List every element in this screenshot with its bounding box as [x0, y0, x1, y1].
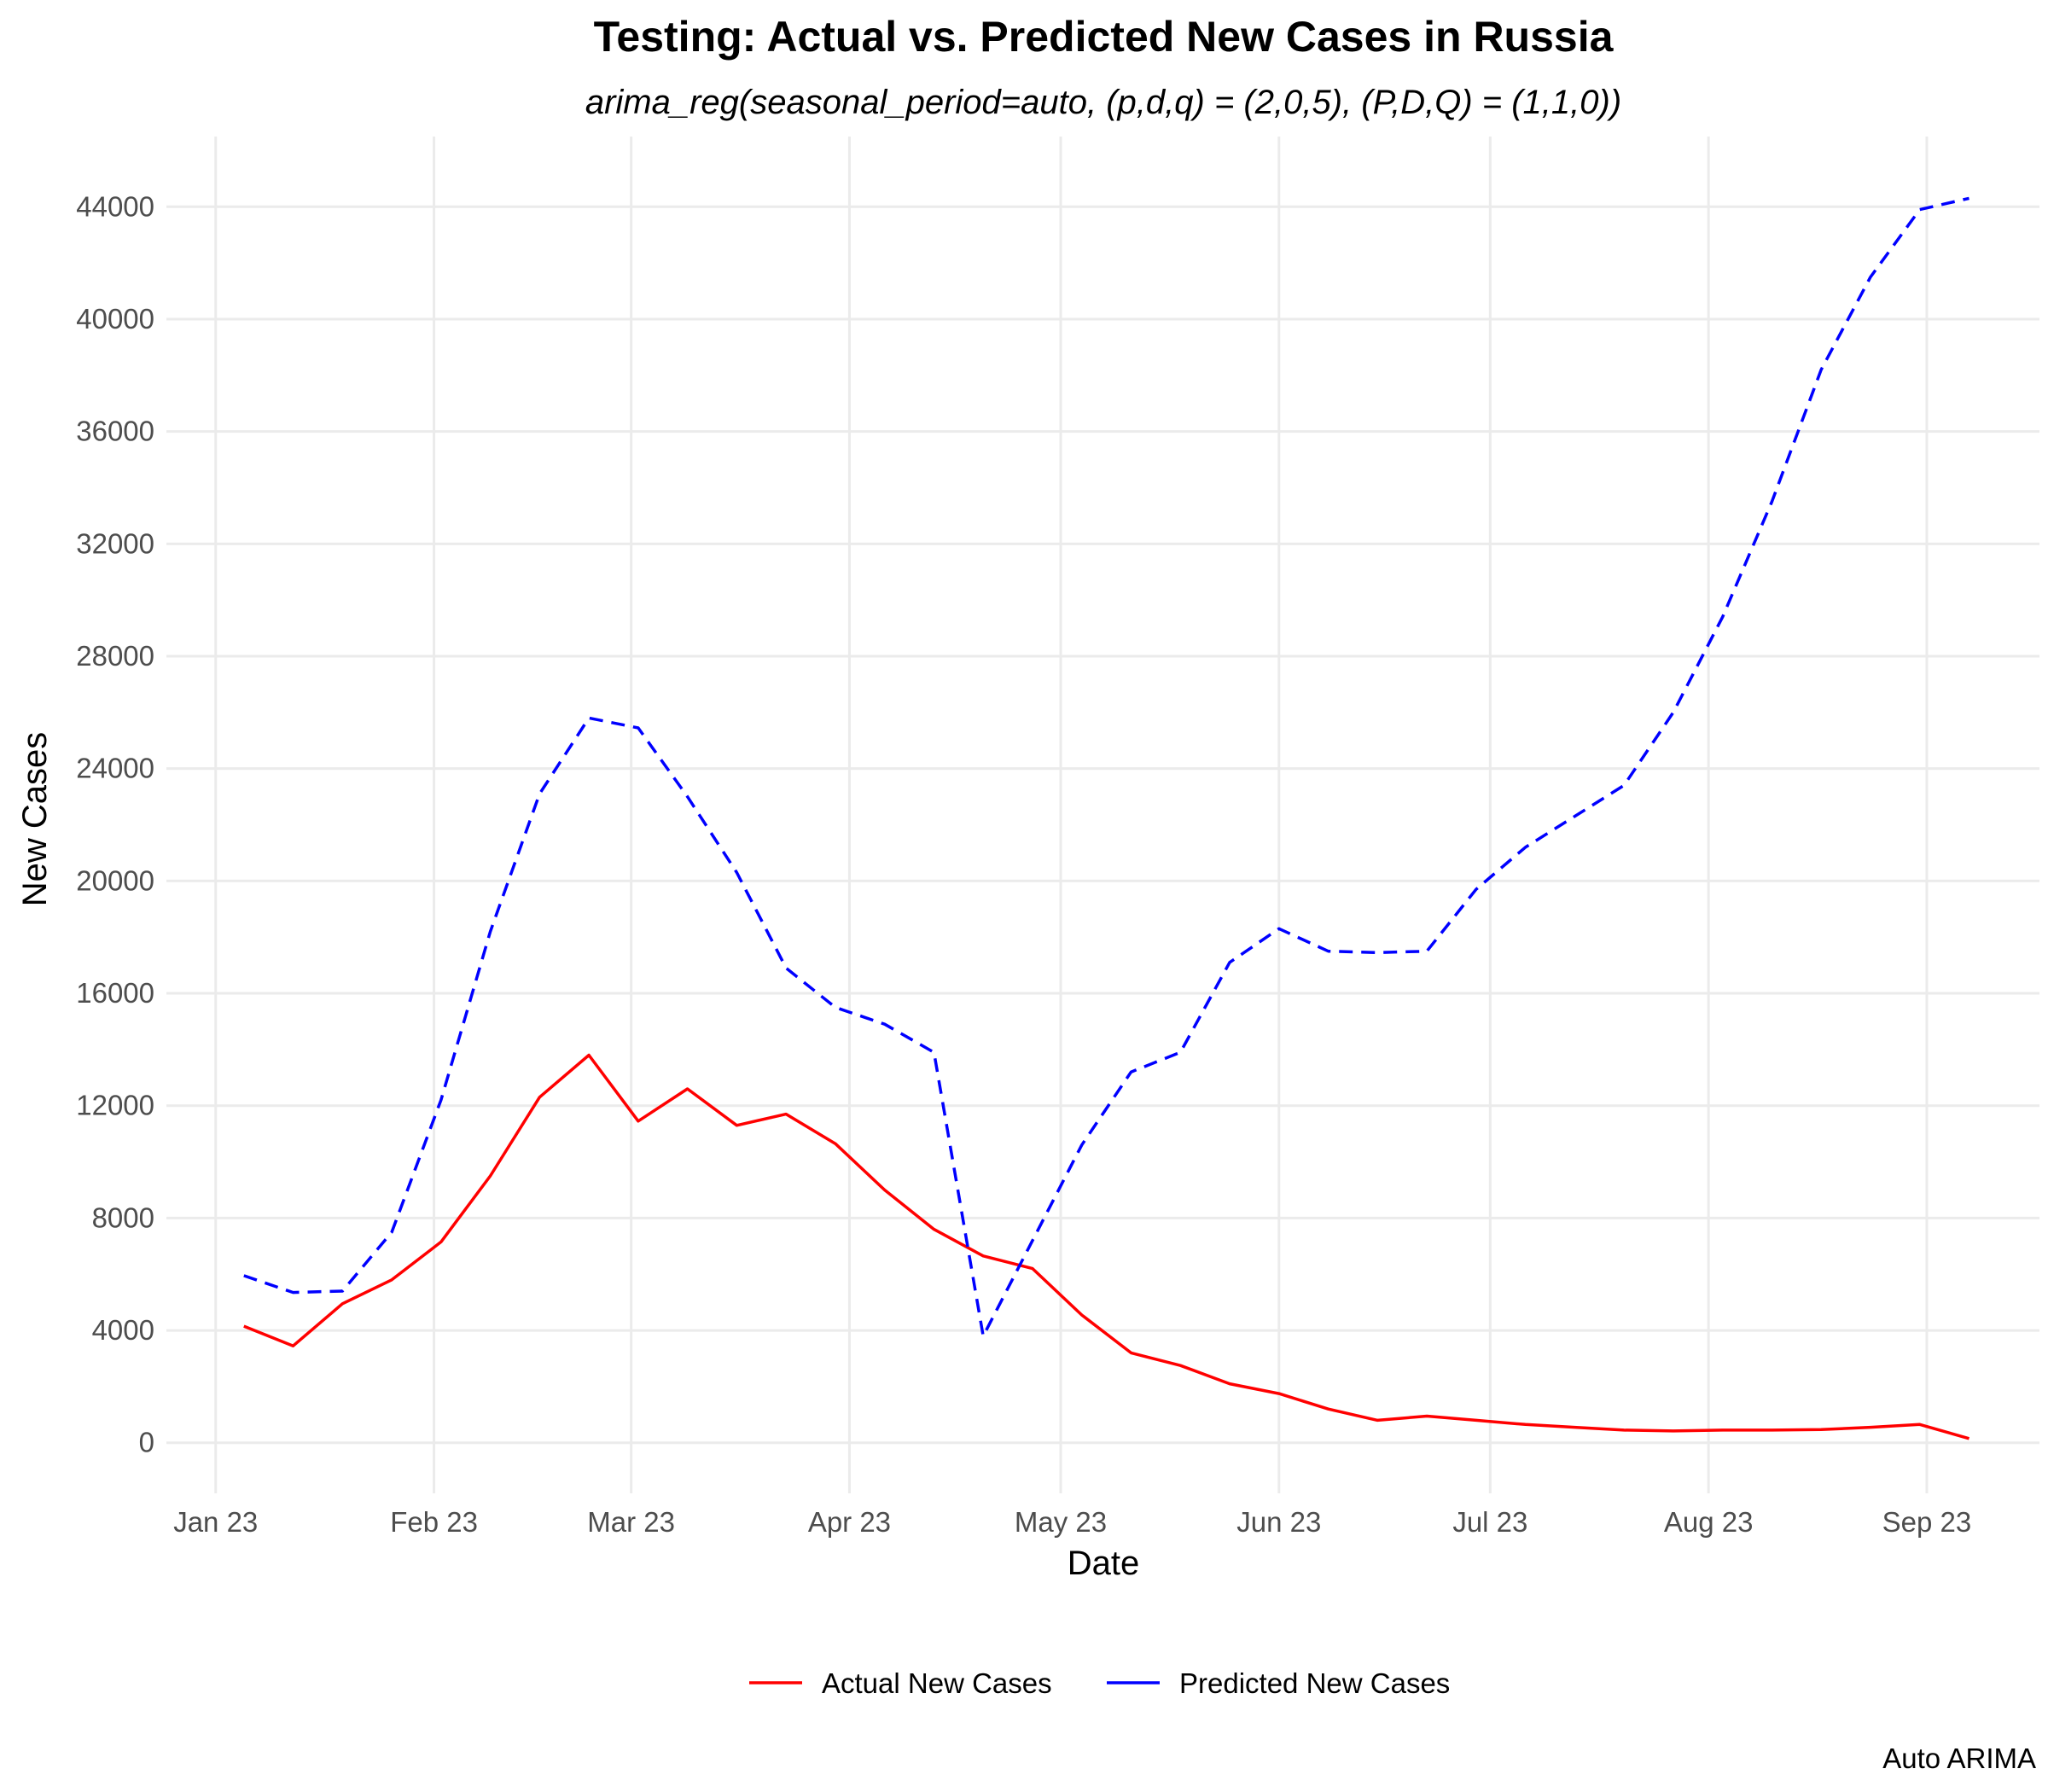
x-axis-title: Date: [1068, 1545, 1140, 1582]
chart-title: Testing: Actual vs. Predicted New Cases …: [594, 13, 1615, 61]
legend-label-predicted: Predicted New Cases: [1179, 1667, 1450, 1699]
x-tick-label: May 23: [1015, 1506, 1107, 1538]
y-axis-title: New Cases: [16, 732, 54, 907]
x-tick-label: Jun 23: [1236, 1506, 1321, 1538]
x-tick-label: Jan 23: [173, 1506, 258, 1538]
y-tick-label: 12000: [76, 1090, 154, 1121]
caption: Auto ARIMA: [1882, 1743, 2036, 1774]
y-axis-ticks: 0 4000 8000 12000 16000 20000 24000 28000 32000 3…: [76, 190, 154, 1457]
y-tick-label: 20000: [76, 864, 154, 896]
y-tick-label: 40000: [76, 303, 154, 335]
y-tick-label: 32000: [76, 527, 154, 559]
x-tick-label: Apr 23: [808, 1506, 891, 1538]
series-line-actual: [243, 1053, 1969, 1440]
x-tick-label: Feb 23: [390, 1506, 478, 1538]
series-line-predicted: [243, 196, 1969, 1338]
y-tick-label: 8000: [92, 1201, 154, 1233]
y-tick-label: 4000: [92, 1314, 154, 1346]
x-tick-label: Sep 23: [1882, 1506, 1972, 1538]
y-tick-label: 24000: [76, 753, 154, 784]
x-tick-label: Jul 23: [1452, 1506, 1527, 1538]
y-tick-label: 36000: [76, 416, 154, 447]
x-tick-label: Mar 23: [587, 1506, 675, 1538]
y-tick-label: 28000: [76, 640, 154, 672]
y-tick-label: 16000: [76, 977, 154, 1009]
x-axis-ticks: Jan 23 Feb 23 Mar 23 Apr 23 May 23 Jun 23 Jul …: [173, 1506, 1971, 1538]
gridlines: [166, 137, 2039, 1493]
y-tick-label: 0: [139, 1427, 154, 1458]
plot-series: [243, 196, 1969, 1440]
x-tick-label: Aug 23: [1664, 1506, 1754, 1538]
y-tick-label: 44000: [76, 190, 154, 222]
legend-label-actual: Actual New Cases: [822, 1667, 1052, 1699]
legend: Actual New Cases Predicted New Cases: [749, 1667, 1450, 1699]
chart-subtitle: arima_reg(seasonal_period=auto, (p,d,q) …: [585, 84, 1621, 121]
